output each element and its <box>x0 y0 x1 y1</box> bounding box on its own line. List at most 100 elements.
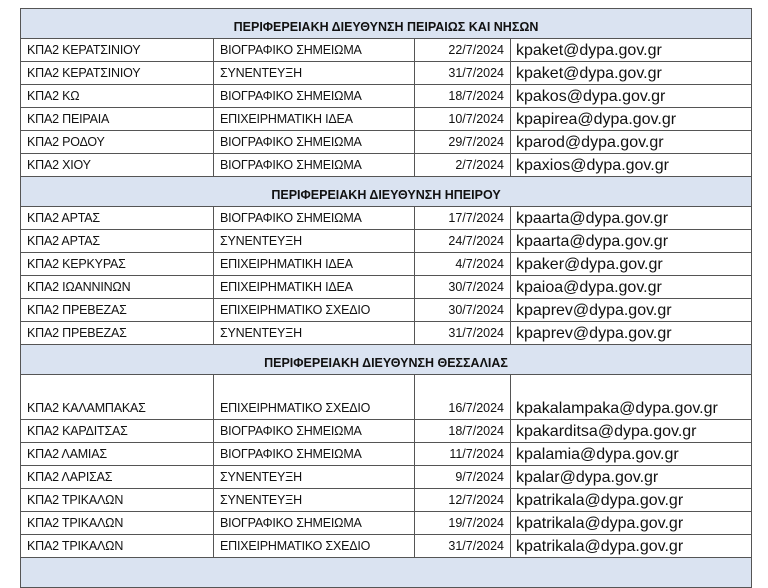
office-cell: ΚΠΑ2 ΑΡΤΑΣ <box>20 206 214 230</box>
next-section-header-row <box>19 557 753 588</box>
office-cell: ΚΠΑ2 ΡΟΔΟΥ <box>20 130 214 154</box>
office-cell: ΚΠΑ2 ΚΕΡΚΥΡΑΣ <box>20 252 214 276</box>
date-cell: 10/7/2024 <box>414 107 511 131</box>
date-cell: 30/7/2024 <box>414 298 511 322</box>
office-cell: ΚΠΑ2 ΤΡΙΚΑΛΩΝ <box>20 488 214 512</box>
table-row: ΚΠΑ2 ΙΩΑΝΝΙΝΩΝ ΕΠΙΧΕΙΡΗΜΑΤΙΚΗ ΙΔΕΑ 30/7/20… <box>20 275 753 299</box>
document-type-cell: ΣΥΝΕΝΤΕΥΞΗ <box>213 465 415 489</box>
table-row: ΚΠΑ2 ΑΡΤΑΣ ΣΥΝΕΝΤΕΥΞΗ 24/7/2024 kpaarta@dyp… <box>20 229 753 253</box>
section-title: ΠΕΡΙΦΕΡΕΙΑΚΗ ΔΙΕΥΘΥΝΣΗ ΗΠΕΙΡΟΥ <box>19 176 753 207</box>
document-type-cell: ΕΠΙΧΕΙΡΗΜΑΤΙΚΗ ΙΔΕΑ <box>213 275 415 299</box>
schedule-table: ΠΕΡΙΦΕΡΕΙΑΚΗ ΔΙΕΥΘΥΝΣΗ ΠΕΙΡΑΙΩΣ ΚΑΙ ΝΗΣΩ… <box>19 8 753 588</box>
table-row: ΚΠΑ2 ΤΡΙΚΑΛΩΝ ΒΙΟΓΡΑΦΙΚΟ ΣΗΜΕΙΩΜΑ 19/7/202… <box>20 511 753 535</box>
document-type-cell: ΕΠΙΧΕΙΡΗΜΑΤΙΚΗ ΙΔΕΑ <box>213 107 415 131</box>
section-header-row: ΠΕΡΙΦΕΡΕΙΑΚΗ ΔΙΕΥΘΥΝΣΗ ΠΕΙΡΑΙΩΣ ΚΑΙ ΝΗΣΩ… <box>19 8 753 39</box>
document-type-cell: ΒΙΟΓΡΑΦΙΚΟ ΣΗΜΕΙΩΜΑ <box>213 38 415 62</box>
office-cell: ΚΠΑ2 ΛΑΜΙΑΣ <box>20 442 214 466</box>
section-title: ΠΕΡΙΦΕΡΕΙΑΚΗ ΔΙΕΥΘΥΝΣΗ ΠΕΙΡΑΙΩΣ ΚΑΙ ΝΗΣΩ… <box>19 8 753 39</box>
date-cell: 11/7/2024 <box>414 442 511 466</box>
email-cell: kpalamia@dypa.gov.gr <box>509 442 753 466</box>
office-cell: ΚΠΑ2 ΠΕΙΡΑΙΑ <box>20 107 214 131</box>
table-row: ΚΠΑ2 ΤΡΙΚΑΛΩΝ ΕΠΙΧΕΙΡΗΜΑΤΙΚΟ ΣΧΕΔΙΟ 31/7/… <box>20 534 753 558</box>
date-cell: 19/7/2024 <box>414 511 511 535</box>
table-row: ΚΠΑ2 ΚΑΡΔΙΤΣΑΣ ΒΙΟΓΡΑΦΙΚΟ ΣΗΜΕΙΩΜΑ 18/7/20… <box>20 419 753 443</box>
date-cell: 29/7/2024 <box>414 130 511 154</box>
office-cell: ΚΠΑ2 ΤΡΙΚΑΛΩΝ <box>20 534 214 558</box>
document-type-cell: ΕΠΙΧΕΙΡΗΜΑΤΙΚΗ ΙΔΕΑ <box>213 252 415 276</box>
email-cell: kpaket@dypa.gov.gr <box>509 61 753 85</box>
email-cell: kpaprev@dypa.gov.gr <box>509 298 753 322</box>
email-cell: kparod@dypa.gov.gr <box>509 130 753 154</box>
date-cell: 31/7/2024 <box>414 534 511 558</box>
date-cell: 16/7/2024 <box>414 374 511 420</box>
schedule-table-body: ΠΕΡΙΦΕΡΕΙΑΚΗ ΔΙΕΥΘΥΝΣΗ ΠΕΙΡΑΙΩΣ ΚΑΙ ΝΗΣΩ… <box>19 8 753 588</box>
section-header-row: ΠΕΡΙΦΕΡΕΙΑΚΗ ΔΙΕΥΘΥΝΣΗ ΘΕΣΣΑΛΙΑΣ <box>19 344 753 375</box>
office-cell: ΚΠΑ2 ΛΑΡΙΣΑΣ <box>20 465 214 489</box>
email-cell: kpaprev@dypa.gov.gr <box>509 321 753 345</box>
date-cell: 17/7/2024 <box>414 206 511 230</box>
table-row: ΚΠΑ2 ΚΕΡΚΥΡΑΣ ΕΠΙΧΕΙΡΗΜΑΤΙΚΗ ΙΔΕΑ 4/7/2024… <box>20 252 753 276</box>
date-cell: 18/7/2024 <box>414 419 511 443</box>
office-cell: ΚΠΑ2 ΠΡΕΒΕΖΑΣ <box>20 321 214 345</box>
office-cell: ΚΠΑ2 ΚΕΡΑΤΣΙΝΙΟΥ <box>20 61 214 85</box>
office-cell: ΚΠΑ2 ΙΩΑΝΝΙΝΩΝ <box>20 275 214 299</box>
table-row: ΚΠΑ2 ΤΡΙΚΑΛΩΝ ΣΥΝΕΝΤΕΥΞΗ 12/7/2024 kpatrika… <box>20 488 753 512</box>
document-type-cell: ΣΥΝΕΝΤΕΥΞΗ <box>213 61 415 85</box>
date-cell: 2/7/2024 <box>414 153 511 177</box>
section-title: ΠΕΡΙΦΕΡΕΙΑΚΗ ΔΙΕΥΘΥΝΣΗ ΘΕΣΣΑΛΙΑΣ <box>19 344 753 375</box>
date-cell: 24/7/2024 <box>414 229 511 253</box>
document-type-cell: ΣΥΝΕΝΤΕΥΞΗ <box>213 488 415 512</box>
date-cell: 4/7/2024 <box>414 252 511 276</box>
document-type-cell: ΕΠΙΧΕΙΡΗΜΑΤΙΚΟ ΣΧΕΔΙΟ <box>213 374 415 420</box>
email-cell: kpaioa@dypa.gov.gr <box>509 275 753 299</box>
document-type-cell: ΣΥΝΕΝΤΕΥΞΗ <box>213 321 415 345</box>
email-cell: kpatrikala@dypa.gov.gr <box>509 488 753 512</box>
date-cell: 30/7/2024 <box>414 275 511 299</box>
date-cell: 18/7/2024 <box>414 84 511 108</box>
office-cell: ΚΠΑ2 ΑΡΤΑΣ <box>20 229 214 253</box>
table-row: ΚΠΑ2 ΛΑΡΙΣΑΣ ΣΥΝΕΝΤΕΥΞΗ 9/7/2024 kpalar@dyp… <box>20 465 753 489</box>
table-row: ΚΠΑ2 ΡΟΔΟΥ ΒΙΟΓΡΑΦΙΚΟ ΣΗΜΕΙΩΜΑ 29/7/2024 kp… <box>20 130 753 154</box>
email-cell: kpaarta@dypa.gov.gr <box>509 206 753 230</box>
office-cell: ΚΠΑ2 ΚΩ <box>20 84 214 108</box>
office-cell: ΚΠΑ2 ΚΕΡΑΤΣΙΝΙΟΥ <box>20 38 214 62</box>
email-cell: kpakos@dypa.gov.gr <box>509 84 753 108</box>
office-cell: ΚΠΑ2 ΧΙΟΥ <box>20 153 214 177</box>
document-type-cell: ΒΙΟΓΡΑΦΙΚΟ ΣΗΜΕΙΩΜΑ <box>213 84 415 108</box>
date-cell: 31/7/2024 <box>414 321 511 345</box>
email-cell: kpaker@dypa.gov.gr <box>509 252 753 276</box>
email-cell: kpaarta@dypa.gov.gr <box>509 229 753 253</box>
office-cell: ΚΠΑ2 ΤΡΙΚΑΛΩΝ <box>20 511 214 535</box>
table-row: ΚΠΑ2 ΚΕΡΑΤΣΙΝΙΟΥ ΣΥΝΕΝΤΕΥΞΗ 31/7/2024 kpake… <box>20 61 753 85</box>
document-type-cell: ΒΙΟΓΡΑΦΙΚΟ ΣΗΜΕΙΩΜΑ <box>213 442 415 466</box>
office-cell: ΚΠΑ2 ΠΡΕΒΕΖΑΣ <box>20 298 214 322</box>
email-cell: kpatrikala@dypa.gov.gr <box>509 534 753 558</box>
document-type-cell: ΣΥΝΕΝΤΕΥΞΗ <box>213 229 415 253</box>
email-cell: kpaxios@dypa.gov.gr <box>509 153 753 177</box>
email-cell: kpatrikala@dypa.gov.gr <box>509 511 753 535</box>
table-row: ΚΠΑ2 ΧΙΟΥ ΒΙΟΓΡΑΦΙΚΟ ΣΗΜΕΙΩΜΑ 2/7/2024 kpax… <box>20 153 753 177</box>
section-header-row: ΠΕΡΙΦΕΡΕΙΑΚΗ ΔΙΕΥΘΥΝΣΗ ΗΠΕΙΡΟΥ <box>19 176 753 207</box>
document-type-cell: ΕΠΙΧΕΙΡΗΜΑΤΙΚΟ ΣΧΕΔΙΟ <box>213 534 415 558</box>
date-cell: 22/7/2024 <box>414 38 511 62</box>
email-cell: kpakarditsa@dypa.gov.gr <box>509 419 753 443</box>
table-row: ΚΠΑ2 ΑΡΤΑΣ ΒΙΟΓΡΑΦΙΚΟ ΣΗΜΕΙΩΜΑ 17/7/2024 kp… <box>20 206 753 230</box>
table-row: ΚΠΑ2 ΠΕΙΡΑΙΑ ΕΠΙΧΕΙΡΗΜΑΤΙΚΗ ΙΔΕΑ 10/7/2024… <box>20 107 753 131</box>
date-cell: 12/7/2024 <box>414 488 511 512</box>
email-cell: kpakalampaka@dypa.gov.gr <box>509 374 753 420</box>
office-cell: ΚΠΑ2 ΚΑΛΑΜΠΑΚΑΣ <box>20 374 214 420</box>
document-type-cell: ΒΙΟΓΡΑΦΙΚΟ ΣΗΜΕΙΩΜΑ <box>213 153 415 177</box>
email-cell: kpaket@dypa.gov.gr <box>509 38 753 62</box>
document-type-cell: ΒΙΟΓΡΑΦΙΚΟ ΣΗΜΕΙΩΜΑ <box>213 511 415 535</box>
office-cell: ΚΠΑ2 ΚΑΡΔΙΤΣΑΣ <box>20 419 214 443</box>
date-cell: 31/7/2024 <box>414 61 511 85</box>
table-row: ΚΠΑ2 ΚΩ ΒΙΟΓΡΑΦΙΚΟ ΣΗΜΕΙΩΜΑ 18/7/2024 kpako… <box>20 84 753 108</box>
next-section-title <box>19 557 753 588</box>
document-type-cell: ΒΙΟΓΡΑΦΙΚΟ ΣΗΜΕΙΩΜΑ <box>213 419 415 443</box>
email-cell: kpalar@dypa.gov.gr <box>509 465 753 489</box>
table-row: ΚΠΑ2 ΚΕΡΑΤΣΙΝΙΟΥ ΒΙΟΓΡΑΦΙΚΟ ΣΗΜΕΙΩΜΑ 22/7/… <box>20 38 753 62</box>
email-cell: kpapirea@dypa.gov.gr <box>509 107 753 131</box>
document-type-cell: ΒΙΟΓΡΑΦΙΚΟ ΣΗΜΕΙΩΜΑ <box>213 206 415 230</box>
table-row: ΚΠΑ2 ΛΑΜΙΑΣ ΒΙΟΓΡΑΦΙΚΟ ΣΗΜΕΙΩΜΑ 11/7/2024 k… <box>20 442 753 466</box>
date-cell: 9/7/2024 <box>414 465 511 489</box>
